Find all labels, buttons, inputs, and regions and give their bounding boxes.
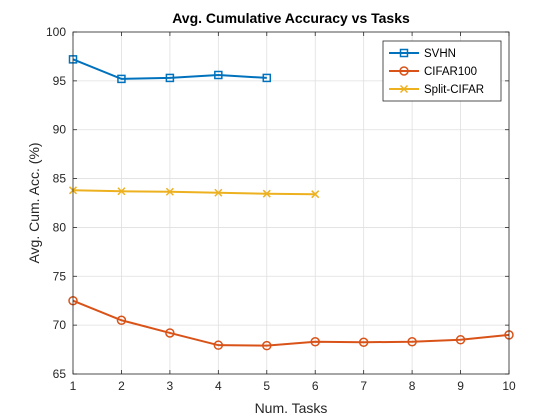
data-point-cifar100 <box>165 328 175 338</box>
marker-stroke <box>214 188 223 197</box>
legend-marker <box>399 84 409 94</box>
data-point-cifar100 <box>455 335 466 345</box>
x-tick-label: 4 <box>215 379 222 393</box>
x-tick-label: 9 <box>457 379 464 393</box>
y-tick-label: 75 <box>53 269 67 283</box>
y-axis-label: Avg. Cum. Acc. (%) <box>26 142 42 263</box>
data-point-cifar100 <box>358 337 369 347</box>
marker-stroke <box>311 190 320 199</box>
marker-stroke <box>117 187 126 196</box>
chart-title: Avg. Cumulative Accuracy vs Tasks <box>172 10 410 26</box>
data-point-svhn <box>117 74 126 84</box>
data-point-split-cifar <box>117 187 126 196</box>
data-point-cifar100 <box>213 340 224 350</box>
x-tick-label: 7 <box>360 379 367 393</box>
legend-entry-svhn: SVHN <box>389 48 456 60</box>
x-axis-label: Num. Tasks <box>255 400 328 416</box>
y-tick-label: 100 <box>46 25 66 39</box>
data-point-cifar100 <box>116 315 127 326</box>
x-tick-label: 8 <box>409 379 416 393</box>
y-tick-label: 80 <box>53 220 67 234</box>
data-point-cifar100 <box>310 337 320 347</box>
data-point-svhn <box>214 70 223 80</box>
x-tick-label: 2 <box>118 379 125 393</box>
legend: SVHN CIFAR100 Split-CIFAR <box>382 40 502 102</box>
x-tick-label: 5 <box>263 379 270 393</box>
legend-label: SVHN <box>424 48 456 60</box>
data-point-svhn <box>165 73 175 83</box>
data-point-split-cifar <box>262 189 271 198</box>
y-tick-label: 70 <box>53 318 67 332</box>
data-point-cifar100 <box>407 337 417 347</box>
legend-entry-split-cifar: Split-CIFAR <box>389 84 484 96</box>
marker-stroke <box>165 187 174 196</box>
x-tick-label: 6 <box>312 379 319 393</box>
y-tick-label: 65 <box>53 367 67 381</box>
ticks: 1 2 3 4 5 6 7 8 9 10 65 70 75 80 85 90 95 100 <box>46 25 516 393</box>
series-line-cifar100 <box>72 299 510 347</box>
data-point-cifar100 <box>262 340 272 351</box>
x-tick-label: 1 <box>70 379 77 393</box>
data-point-split-cifar <box>165 187 174 196</box>
legend-marker <box>399 48 409 58</box>
plot-frame <box>72 31 510 375</box>
series-layer <box>68 55 514 351</box>
legend-label: CIFAR100 <box>424 66 477 78</box>
legend-entry-cifar100: CIFAR100 <box>389 66 477 78</box>
y-tick-label: 95 <box>53 74 67 88</box>
y-tick-label: 90 <box>53 123 67 137</box>
x-tick-label: 3 <box>167 379 174 393</box>
data-point-svhn <box>262 73 272 83</box>
legend-marker <box>399 66 409 76</box>
marker-stroke <box>262 189 271 198</box>
y-tick-label: 85 <box>53 172 67 186</box>
marker-stroke <box>399 84 409 94</box>
series-line-svhn <box>72 58 267 80</box>
data-point-split-cifar <box>214 188 223 197</box>
series-line-split-cifar <box>72 189 316 196</box>
data-point-split-cifar <box>311 190 320 199</box>
x-tick-label: 10 <box>502 379 516 393</box>
legend-label: Split-CIFAR <box>424 84 484 96</box>
